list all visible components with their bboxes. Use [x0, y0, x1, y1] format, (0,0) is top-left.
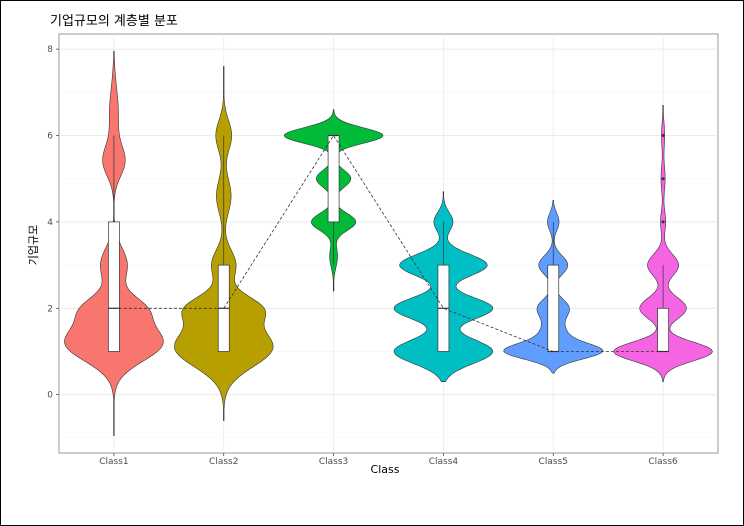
x-tick-label: Class1	[99, 457, 128, 467]
x-tick-label: Class4	[429, 457, 459, 467]
median-connector	[113, 134, 664, 352]
y-tick-label: 6	[47, 132, 53, 142]
box-class3	[327, 135, 340, 223]
x-axis-title: Class	[371, 463, 400, 476]
x-tick-label: Class2	[209, 457, 238, 467]
x-tick-label: Class3	[319, 457, 348, 467]
outlier-point	[661, 177, 665, 181]
y-axis-ticks: 0 2 4 6 8	[47, 45, 59, 401]
y-axis-title: 기업규모	[27, 225, 40, 265]
plot-panel	[58, 33, 719, 454]
box-class1	[108, 221, 120, 352]
x-tick-label: Class6	[648, 457, 678, 467]
y-tick-label: 4	[47, 218, 53, 228]
x-axis-ticks: Class1 Class2 Class3 Class4 Class5 Class6	[99, 453, 678, 467]
box-class6	[657, 307, 669, 352]
outlier-point	[661, 134, 665, 138]
box-class5	[547, 264, 560, 352]
median-line	[113, 134, 664, 352]
outlier-point	[661, 220, 665, 224]
chart-title: 기업규모의 계층별 분포	[50, 14, 178, 29]
y-tick-label: 0	[47, 391, 53, 401]
x-tick-label: Class5	[539, 457, 568, 467]
grid-lines	[59, 34, 718, 453]
y-tick-label: 2	[47, 304, 53, 314]
y-tick-label: 8	[47, 45, 53, 55]
violin-class6	[613, 104, 713, 383]
